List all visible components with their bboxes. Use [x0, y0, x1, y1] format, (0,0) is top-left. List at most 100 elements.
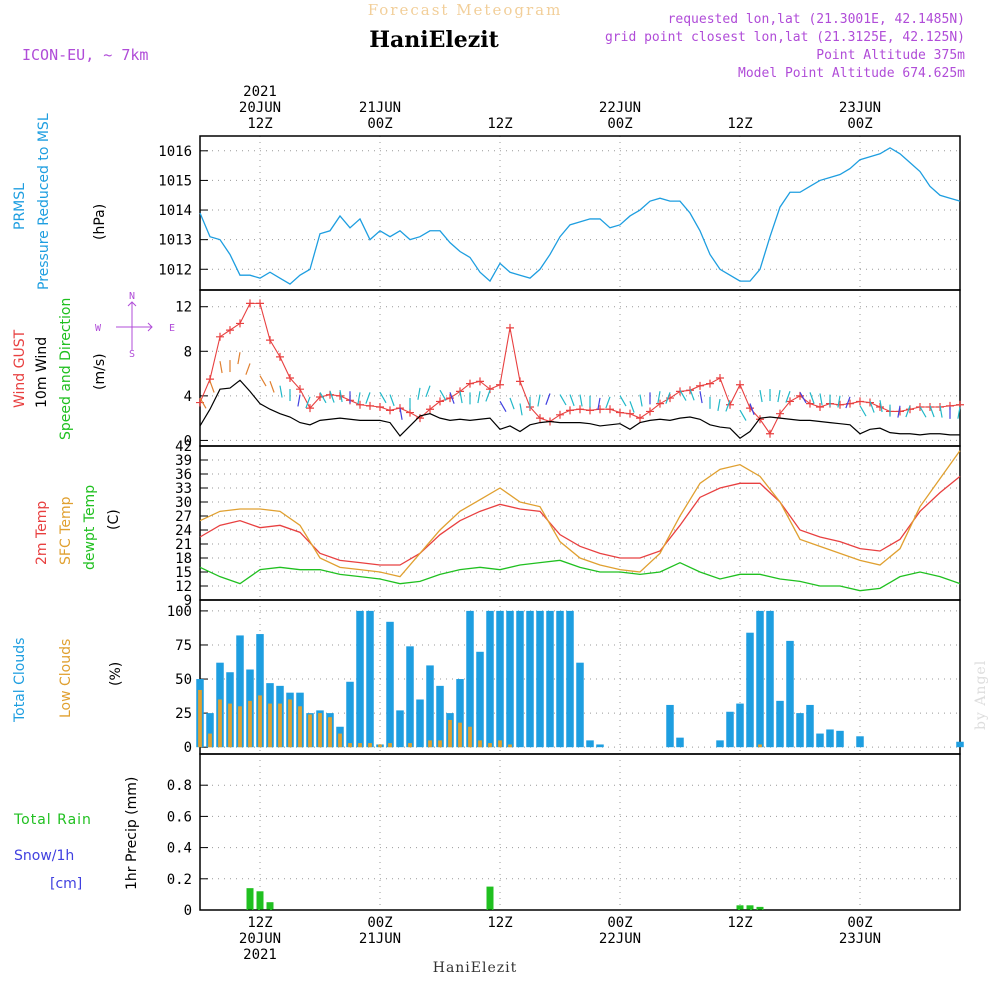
low-clouds-bar	[248, 700, 252, 748]
gust-point	[256, 299, 264, 308]
low-clouds-bar	[458, 722, 462, 748]
sfc-temp-label: SFC Temp	[58, 496, 74, 565]
total-clouds-bar	[816, 733, 824, 748]
total-clouds-bar	[796, 713, 804, 748]
total-clouds-bar	[586, 740, 594, 748]
wind-direction-arrow	[319, 392, 327, 404]
wind-direction-arrow	[759, 390, 763, 403]
total-clouds-bar	[436, 685, 444, 748]
wind-direction-arrow	[519, 403, 523, 416]
gust-point	[236, 319, 244, 328]
snow-unit: [cm]	[50, 876, 82, 892]
compass-e: E	[169, 323, 175, 334]
total-clouds-bar	[356, 610, 364, 748]
top-time-label: 00Z	[367, 116, 392, 132]
clouds-unit: (%)	[108, 662, 124, 686]
compass-legend: N S W E	[95, 291, 175, 360]
wind-direction-arrow	[425, 385, 431, 398]
plot-area: 1012101310141015101604812912151821242730…	[158, 84, 964, 963]
top-time-label: 23JUN	[839, 100, 881, 116]
wind-direction-arrow	[339, 390, 343, 403]
temp-ytick-label: 24	[175, 523, 192, 539]
low-clouds-bar	[338, 733, 342, 748]
low-clouds-bar	[268, 703, 272, 748]
bottom-time-label: 00Z	[607, 915, 632, 931]
wind-direction-arrow	[559, 394, 567, 406]
low-clouds-bar	[408, 743, 412, 748]
gust-point	[306, 404, 314, 413]
temp-ytick-label: 9	[184, 593, 192, 609]
wind-unit: (m/s)	[92, 353, 108, 390]
low-clouds-bar	[308, 714, 312, 748]
model-label: ICON-EU, ~ 7km	[22, 46, 148, 64]
wind-direction-label: Speed and Direction	[58, 298, 74, 440]
compass-s: S	[129, 349, 135, 360]
wind-direction-arrow	[699, 391, 703, 404]
pressure-label: Pressure Reduced to MSL	[36, 113, 52, 290]
low-clouds-bar	[258, 695, 262, 748]
footer-title: HaniElezit	[433, 960, 518, 976]
wind-direction-arrow	[597, 397, 601, 410]
gust-point	[726, 400, 734, 409]
low-clouds-bar	[288, 699, 292, 748]
low-clouds-bar	[378, 744, 382, 748]
rain-bar	[736, 905, 744, 910]
total-clouds-bar	[366, 610, 374, 748]
rain-bar	[266, 902, 274, 910]
clouds-ytick-label: 0	[184, 740, 192, 756]
wind-direction-arrow	[869, 401, 875, 413]
wind-direction-arrow	[305, 396, 311, 409]
gust-point	[626, 409, 634, 418]
low-clouds-bar	[278, 703, 282, 748]
wind-direction-arrow	[379, 392, 387, 404]
bottom-time-label: 00Z	[367, 915, 392, 931]
temp-dewpt-line	[199, 559, 961, 592]
compass-n: N	[129, 291, 135, 302]
low-clouds-bar	[498, 740, 502, 748]
low-clouds-bar	[328, 717, 332, 748]
rain-bar	[756, 906, 764, 910]
total-clouds-bar	[596, 744, 604, 748]
gust-point	[556, 410, 564, 419]
low-clouds-bar	[448, 719, 452, 748]
low-clouds-bar	[388, 743, 392, 748]
snow-label: Snow/1h	[14, 848, 74, 864]
gust-point	[246, 299, 254, 308]
wind-ytick-label: 8	[184, 344, 192, 360]
total-clouds-bar	[786, 640, 794, 748]
gust-point	[266, 336, 274, 345]
dewpt-temp-label: dewpt Temp	[82, 485, 98, 570]
total-clouds-bar	[526, 610, 534, 748]
wind-direction-arrow	[365, 392, 371, 404]
wind-direction-arrow	[679, 389, 687, 401]
bottom-time-label: 20JUN	[239, 931, 281, 947]
wind-direction-arrow	[297, 394, 301, 407]
pressure-ytick-label: 1015	[158, 173, 192, 189]
precip-ytick-label: 0	[184, 903, 192, 919]
wind-direction-arrow	[749, 403, 755, 415]
gust-point	[476, 377, 484, 386]
grid-point-location: grid point closest lon,lat (21.3125E, 42…	[605, 30, 965, 45]
wind-direction-arrow	[785, 391, 791, 403]
wind-direction-arrow	[545, 393, 551, 405]
gust-point	[276, 352, 284, 361]
temp-sfc-line	[199, 450, 961, 578]
wind-direction-arrow	[237, 352, 241, 365]
requested-location: requested lon,lat (21.3001E, 42.1485N)	[668, 12, 965, 27]
pressure-panel: 1012 1013 1014 1015 1016	[158, 135, 961, 291]
wind-direction-arrow	[329, 391, 335, 403]
gust-point	[576, 405, 584, 414]
wind-direction-arrow	[657, 391, 661, 404]
wind-direction-arrow	[269, 381, 275, 393]
total-clouds-label: Total Clouds	[12, 638, 28, 723]
wind-direction-arrow	[799, 392, 807, 404]
chart-title: HaniElezit	[369, 27, 499, 53]
low-clouds-bar	[318, 713, 322, 748]
gust-point	[596, 405, 604, 414]
wind-direction-arrow	[199, 397, 207, 409]
precip-frame	[199, 753, 961, 911]
wind-ytick-label: 0	[184, 433, 192, 449]
wind-direction-arrow	[509, 397, 515, 410]
gust-point	[386, 406, 394, 415]
